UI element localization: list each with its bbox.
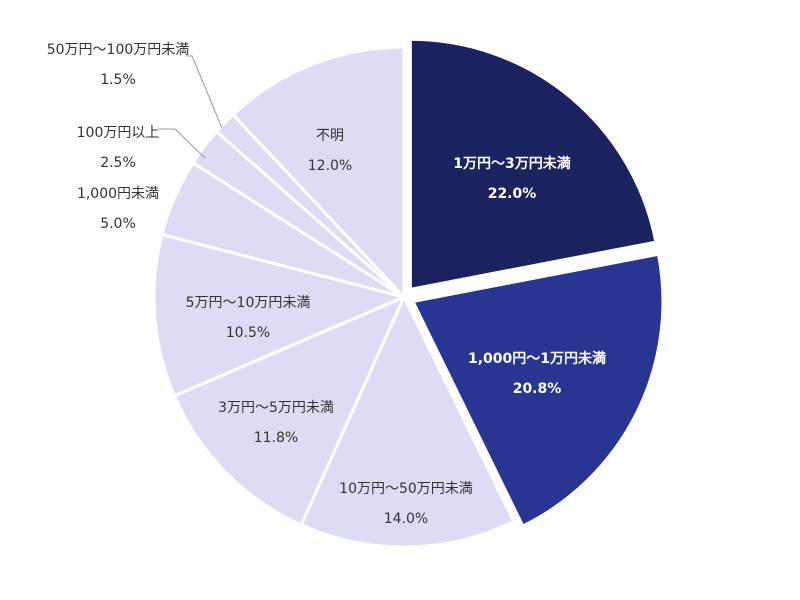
slice-label: 100万円以上 [77, 125, 160, 141]
slice-value: 22.0% [488, 186, 537, 202]
slice-value: 1.5% [100, 72, 136, 88]
slice-value: 12.0% [308, 158, 352, 174]
slice-value: 5.0% [100, 216, 136, 232]
slice-value: 20.8% [513, 381, 562, 397]
pie-slice [411, 252, 665, 528]
pie-slice [408, 37, 658, 291]
slice-label: 1,000円未満 [77, 186, 159, 202]
slice-label: 3万円～5万円未満 [218, 400, 334, 416]
slice-label: 10万円～50万円未満 [339, 481, 473, 497]
slice-label: 不明 [316, 128, 344, 144]
slice-value: 14.0% [384, 511, 428, 527]
pie-slice [231, 45, 406, 299]
leader-line [186, 55, 223, 129]
pie-slice [299, 295, 516, 549]
slice-value: 2.5% [100, 155, 136, 171]
slice-label: 1万円～3万円未満 [453, 155, 570, 172]
slice-value: 10.5% [226, 325, 270, 341]
pie-slice [152, 233, 406, 398]
pie-slices [152, 37, 665, 549]
pie-slice [172, 295, 406, 527]
slice-label: 5万円～10万円未満 [186, 295, 311, 311]
slice-value: 11.8% [254, 430, 298, 446]
leader-lines [158, 55, 223, 159]
slice-labels: 1万円～3万円未満 22.0% 1,000円～1万円未満 20.8% 10万円～50万円… [47, 42, 606, 527]
slice-label: 50万円～100万円未満 [47, 42, 190, 58]
leader-line [158, 128, 206, 159]
slice-label: 1,000円～1万円未満 [468, 350, 606, 367]
